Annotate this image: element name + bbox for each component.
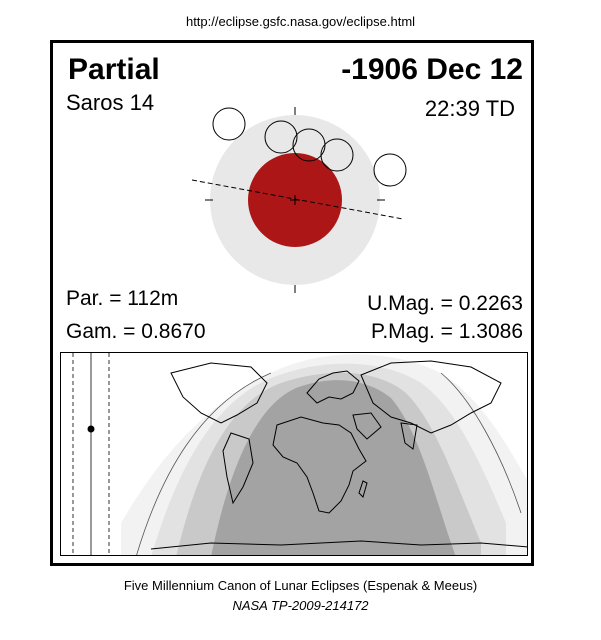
- zone-dark: [211, 380, 456, 555]
- contact-curve-1: [136, 372, 272, 555]
- europe-landmass: [306, 370, 360, 404]
- south-america-landmass: [222, 432, 254, 505]
- sub-lunar-point: [87, 425, 95, 433]
- antarctica-edge: [150, 540, 527, 550]
- madagascar-landmass: [358, 480, 368, 498]
- contact-curve-2: [440, 372, 522, 514]
- param-partial-duration: Par. = 112m: [66, 287, 179, 310]
- asia-landmass: [360, 360, 502, 434]
- north-america-landmass: [170, 362, 268, 424]
- param-gamma: Gam. = 0.8670: [66, 320, 206, 343]
- canon-credit: Five Millennium Canon of Lunar Eclipses …: [123, 578, 478, 593]
- param-umbral-magnitude: U.Mag. = 0.2263: [367, 292, 523, 315]
- moon-position-u1: [264, 120, 298, 154]
- moon-position-u4: [320, 138, 354, 172]
- publication-credit: NASA TP-2009-214172: [232, 598, 369, 613]
- india-landmass: [400, 422, 418, 450]
- africa-landmass: [272, 416, 367, 514]
- eclipse-time: 22:39 TD: [424, 96, 515, 121]
- source-url: http://eclipse.gsfc.nasa.gov/eclipse.htm…: [185, 14, 416, 29]
- eclipse-type-title: Partial: [68, 53, 160, 86]
- eclipse-date: -1906 Dec 12: [341, 53, 523, 86]
- arabia-landmass: [352, 412, 382, 440]
- param-penumbral-magnitude: P.Mag. = 1.3086: [371, 320, 523, 343]
- moon-position-p1: [212, 107, 246, 141]
- saros-number: Saros 14: [66, 90, 155, 115]
- visibility-map: [60, 352, 528, 556]
- moon-position-p4: [373, 153, 407, 187]
